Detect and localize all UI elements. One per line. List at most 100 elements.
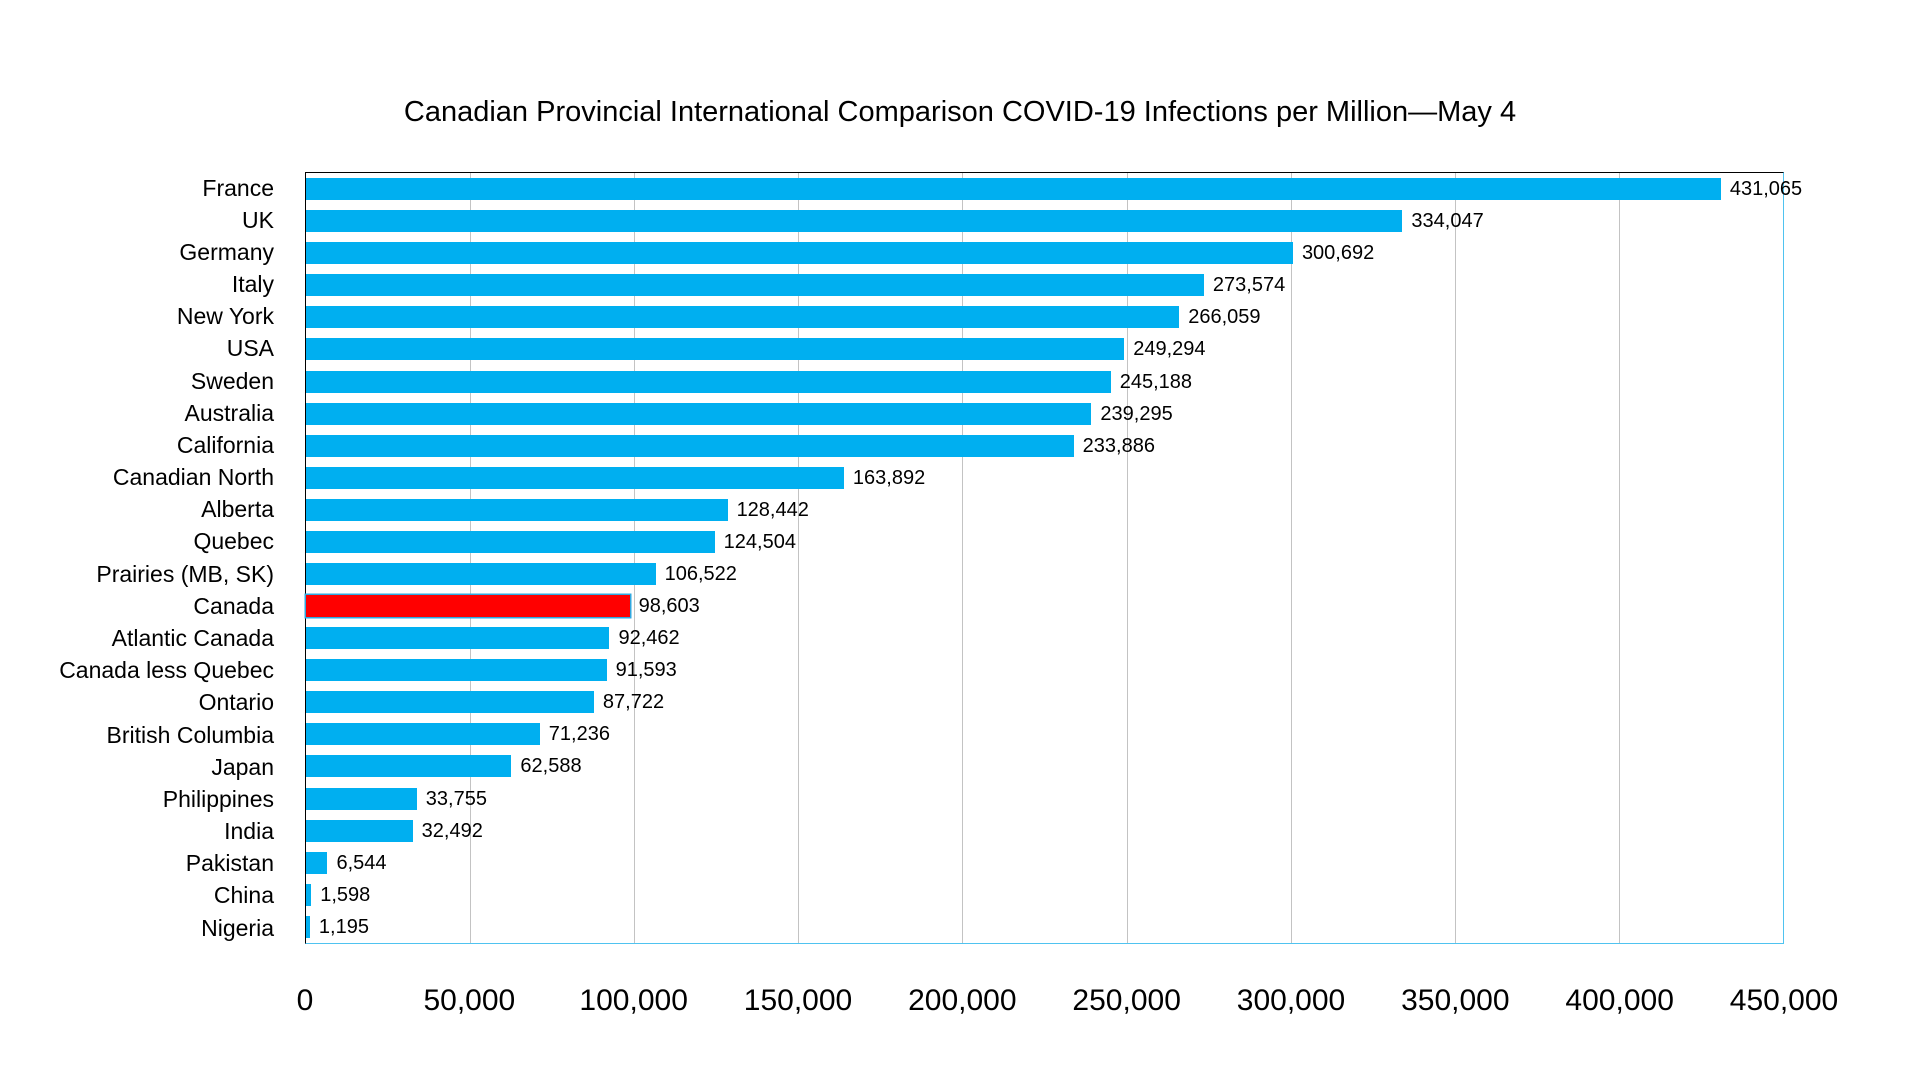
bar-row: 273,574 <box>306 269 1783 301</box>
category-label: Nigeria <box>201 914 274 941</box>
bar-row: 266,059 <box>306 301 1783 333</box>
bar-row: 32,492 <box>306 815 1783 847</box>
x-tick-label: 400,000 <box>1565 984 1674 1017</box>
value-label: 32,492 <box>421 819 483 842</box>
category-label: Canada <box>193 592 274 619</box>
value-label: 233,886 <box>1082 434 1155 457</box>
value-label: 1,598 <box>320 883 371 906</box>
value-label: 98,603 <box>638 595 700 618</box>
bar-row: 1,598 <box>306 879 1783 911</box>
category-label: Ontario <box>198 689 274 716</box>
gridline <box>470 173 472 943</box>
bar <box>306 915 310 938</box>
chart-title: Canadian Provincial International Compar… <box>403 96 1517 128</box>
value-label: 71,236 <box>548 723 610 746</box>
gridline <box>962 173 964 943</box>
bar-row: 106,522 <box>306 558 1783 590</box>
value-label: 1,195 <box>318 915 369 938</box>
category-label: Italy <box>231 271 274 298</box>
bar <box>306 755 512 778</box>
x-tick-label: 0 <box>296 984 314 1017</box>
x-tick-label: 50,000 <box>423 984 516 1017</box>
category-label: Australia <box>184 399 274 426</box>
x-tick-label: 150,000 <box>743 984 853 1017</box>
category-label: Philippines <box>162 785 274 812</box>
category-label: Germany <box>179 238 274 265</box>
value-label: 62,588 <box>520 755 582 778</box>
bar <box>306 562 656 585</box>
bar <box>306 306 1180 329</box>
bar <box>306 338 1125 361</box>
value-label: 124,504 <box>723 530 796 553</box>
x-tick-label: 350,000 <box>1401 984 1510 1017</box>
bar-row: 334,047 <box>306 205 1783 237</box>
bar-row: 1,195 <box>306 911 1783 943</box>
gridline <box>1618 173 1620 943</box>
value-label: 91,593 <box>615 659 677 682</box>
category-label: California <box>176 431 274 458</box>
bar-row: 92,462 <box>306 622 1783 654</box>
bar <box>306 530 715 553</box>
bar-row: 87,722 <box>306 686 1783 718</box>
gridline <box>1290 173 1292 943</box>
category-label: British Columbia <box>106 721 274 748</box>
bar <box>306 691 594 714</box>
value-label: 245,188 <box>1119 370 1193 393</box>
category-label: USA <box>226 335 274 362</box>
bar <box>306 723 540 746</box>
category-label: Japan <box>211 753 274 780</box>
bar-row: 33,755 <box>306 782 1783 814</box>
x-tick-label: 300,000 <box>1236 984 1346 1017</box>
bar <box>306 210 1403 233</box>
bar <box>306 242 1293 265</box>
bar <box>306 178 1721 201</box>
bar-row: 98,603 <box>306 590 1783 622</box>
bar <box>306 787 417 810</box>
value-label: 273,574 <box>1212 274 1286 297</box>
bar-row: 6,544 <box>306 847 1783 879</box>
bar-row: 431,065 <box>306 173 1802 205</box>
value-label: 334,047 <box>1411 210 1484 233</box>
category-label: Sweden <box>190 367 274 394</box>
bar-row: 124,504 <box>306 526 1783 558</box>
bar <box>306 498 728 521</box>
gridline <box>1126 173 1128 943</box>
value-label: 128,442 <box>736 498 809 521</box>
category-label: India <box>224 818 274 845</box>
gridline <box>1454 173 1456 943</box>
bar <box>306 466 844 489</box>
gridline <box>634 173 636 943</box>
bar-row: 163,892 <box>306 462 1783 494</box>
category-label: Canadian North <box>112 464 274 491</box>
category-label: UK <box>242 206 274 233</box>
bar-highlight <box>306 595 630 618</box>
bar-row: 300,692 <box>306 237 1783 269</box>
bar <box>306 370 1111 393</box>
value-label: 87,722 <box>602 691 665 714</box>
bar-row: 249,294 <box>306 333 1783 365</box>
bar-row: 245,188 <box>306 365 1783 397</box>
category-label: New York <box>176 303 274 330</box>
x-axis: 0 50,000 100,000 150,000 200,000 250,000 300,0… <box>297 984 1839 1026</box>
bar-row: 239,295 <box>306 398 1783 430</box>
bar-row: 71,236 <box>306 718 1783 750</box>
value-label: 6,544 <box>336 851 387 874</box>
category-label: Prairies (MB, SK) <box>96 560 274 587</box>
category-label: Quebec <box>193 528 274 555</box>
plot-area: 431,065 334,047 300,692 273,574 266,059 249,2… <box>305 172 1802 944</box>
bar-row: 128,442 <box>306 494 1783 526</box>
category-label: Atlantic Canada <box>111 624 274 651</box>
value-label: 239,295 <box>1100 402 1173 425</box>
x-tick-label: 450,000 <box>1729 984 1839 1017</box>
value-label: 92,462 <box>618 627 680 650</box>
value-label: 106,522 <box>664 562 737 585</box>
category-label: Alberta <box>201 496 274 523</box>
bar <box>306 819 413 842</box>
value-label: 431,065 <box>1729 178 1803 201</box>
bar-row: 62,588 <box>306 750 1783 782</box>
bar-rows: 431,065 334,047 300,692 273,574 266,059 249,2… <box>306 173 1802 943</box>
bar <box>306 627 610 650</box>
bar <box>306 434 1074 457</box>
bar <box>306 274 1204 297</box>
